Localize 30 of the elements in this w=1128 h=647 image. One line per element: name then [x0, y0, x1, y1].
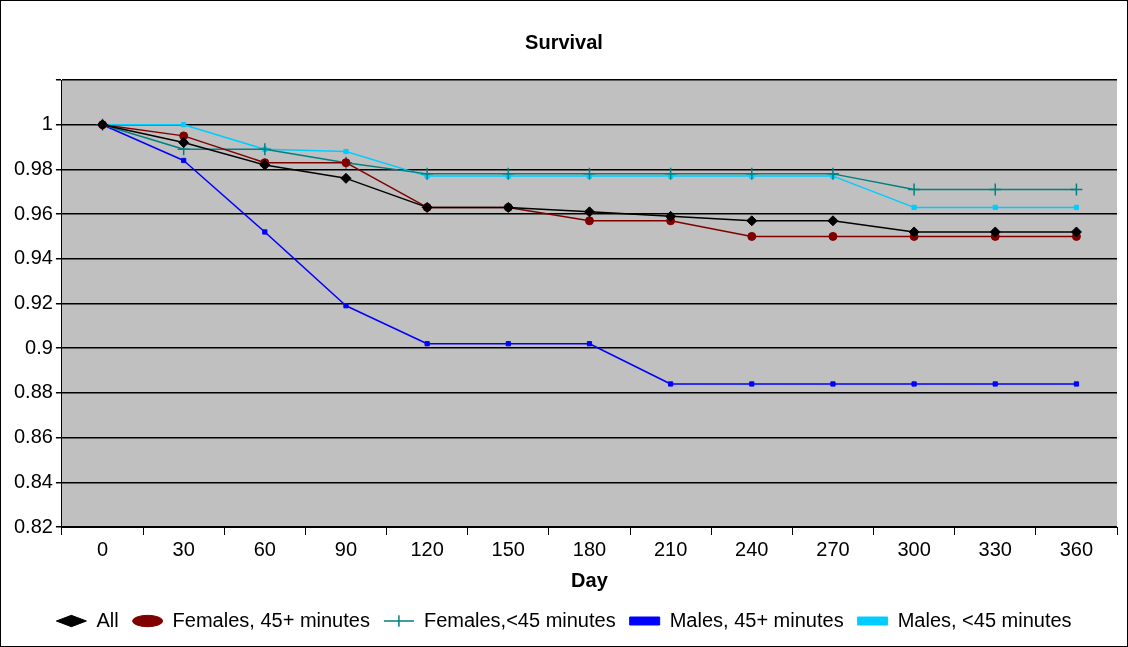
legend-label: Males, <45 minutes — [897, 608, 1072, 631]
x-tick-label: 270 — [816, 537, 850, 560]
y-tick-label: 0.88 — [13, 380, 53, 403]
x-tick-label: 90 — [334, 537, 358, 560]
y-tick-label: 0.82 — [13, 514, 53, 537]
x-tick-label: 60 — [253, 537, 276, 560]
legend-label: Males, 45+ minutes — [669, 608, 844, 631]
legend-label: Females, 45+ minutes — [172, 608, 370, 631]
y-tick-label: 1 — [41, 112, 53, 135]
x-tick-label: 240 — [735, 537, 769, 560]
legend-label: Females,<45 minutes — [423, 608, 616, 631]
x-tick-label: 210 — [653, 537, 688, 560]
chart-title: Survival — [525, 30, 603, 53]
x-tick-label: 150 — [491, 537, 525, 560]
y-tick-label: 0.94 — [13, 246, 53, 269]
x-tick-label: 180 — [572, 537, 607, 560]
x-axis-title: Day — [571, 568, 609, 591]
x-tick-label: 330 — [978, 537, 1012, 560]
y-tick-label: 0.92 — [13, 291, 53, 314]
x-tick-label: 300 — [897, 537, 931, 560]
y-tick-label: 0.96 — [13, 201, 53, 224]
y-tick-label: 0.84 — [13, 469, 53, 492]
y-tick-label: 0.86 — [13, 425, 53, 448]
legend-label: All — [96, 608, 119, 631]
x-tick-label: 360 — [1059, 537, 1094, 560]
x-tick-label: 0 — [96, 537, 109, 560]
x-tick-label: 30 — [172, 537, 195, 560]
x-tick-label: 120 — [410, 537, 444, 560]
y-tick-label: 0.9 — [25, 335, 53, 358]
y-tick-label: 0.98 — [13, 156, 53, 179]
